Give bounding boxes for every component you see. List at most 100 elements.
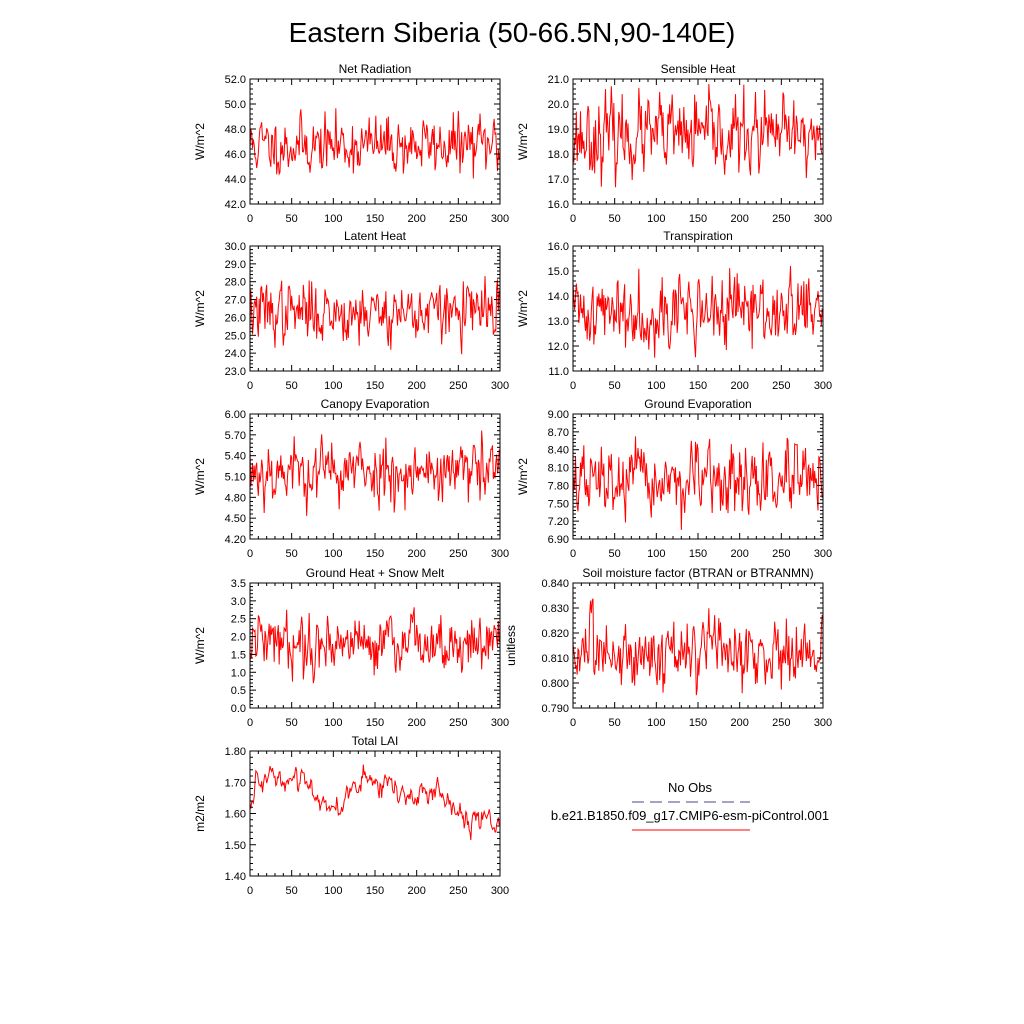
y-tick-label: 1.80 — [225, 746, 246, 758]
panel-title: Total LAI — [352, 734, 399, 748]
y-tick-label: 1.40 — [225, 871, 246, 883]
x-tick-label: 300 — [491, 717, 509, 729]
y-tick-label: 1.70 — [225, 777, 246, 789]
y-tick-label: 7.20 — [548, 516, 569, 528]
y-tick-label: 50.0 — [225, 99, 246, 111]
series-line-7-0 — [572, 598, 823, 696]
y-tick-label: 29.0 — [225, 259, 246, 271]
panel-7: 0 50 100 150 200 250 300 0.790 0.800 0.810 0.820 0.… — [504, 566, 832, 729]
legend: No Obs b.e21.B1850.f09_g17.CMIP6-esm-piC… — [551, 780, 829, 831]
y-tick-label: 3.5 — [231, 578, 246, 590]
y-axis-label: W/m^2 — [516, 458, 530, 495]
y-tick-label: 6.90 — [548, 534, 569, 546]
x-tick-label: 0 — [247, 548, 253, 560]
y-tick-label: 16.0 — [548, 241, 569, 253]
x-tick-label: 250 — [772, 213, 790, 225]
x-tick-label: 0 — [247, 885, 253, 897]
series-line-8-0 — [249, 764, 500, 841]
x-tick-label: 150 — [689, 213, 707, 225]
x-tick-label: 300 — [814, 213, 832, 225]
plot-frame — [572, 413, 824, 540]
x-tick-label: 0 — [570, 213, 576, 225]
y-tick-label: 2.5 — [231, 614, 246, 626]
y-tick-label: 18.0 — [548, 149, 569, 161]
x-tick-label: 150 — [689, 380, 707, 392]
x-tick-label: 100 — [647, 213, 665, 225]
y-axis-label: W/m^2 — [193, 458, 207, 495]
x-tick-label: 200 — [730, 213, 748, 225]
y-tick-label: 44.0 — [225, 174, 246, 186]
series-line-5-0 — [572, 436, 823, 531]
x-tick-label: 0 — [570, 380, 576, 392]
series-line-1-0 — [572, 83, 823, 188]
y-tick-label: 8.40 — [548, 445, 569, 457]
x-tick-label: 250 — [449, 380, 467, 392]
x-tick-label: 300 — [491, 213, 509, 225]
y-tick-label: 0.810 — [541, 653, 569, 665]
x-tick-label: 150 — [366, 548, 384, 560]
x-tick-label: 100 — [324, 380, 342, 392]
panel-title: Sensible Heat — [661, 62, 736, 76]
x-tick-label: 250 — [772, 717, 790, 729]
series-line-3-0 — [572, 265, 823, 358]
y-tick-label: 26.0 — [225, 312, 246, 324]
x-tick-label: 150 — [689, 548, 707, 560]
y-tick-label: 0.820 — [541, 628, 569, 640]
y-tick-label: 19.0 — [548, 124, 569, 136]
y-tick-label: 1.0 — [231, 667, 246, 679]
x-tick-label: 300 — [491, 885, 509, 897]
y-tick-label: 0.840 — [541, 578, 569, 590]
y-tick-label: 0.830 — [541, 603, 569, 615]
y-tick-label: 7.80 — [548, 480, 569, 492]
series-line-6-0 — [249, 607, 500, 684]
panel-title: Transpiration — [663, 229, 733, 243]
x-tick-label: 150 — [689, 717, 707, 729]
x-tick-label: 150 — [366, 885, 384, 897]
y-tick-label: 16.0 — [548, 199, 569, 211]
x-tick-label: 50 — [286, 717, 298, 729]
y-tick-label: 2.0 — [231, 632, 246, 644]
y-tick-label: 48.0 — [225, 124, 246, 136]
x-tick-label: 250 — [772, 380, 790, 392]
y-tick-label: 28.0 — [225, 277, 246, 289]
y-tick-label: 5.10 — [225, 472, 246, 484]
y-tick-label: 7.50 — [548, 498, 569, 510]
y-tick-label: 8.10 — [548, 463, 569, 475]
x-tick-label: 200 — [730, 380, 748, 392]
y-tick-label: 4.20 — [225, 534, 246, 546]
x-tick-label: 100 — [324, 548, 342, 560]
panel-title: Net Radiation — [339, 62, 412, 76]
x-tick-label: 300 — [814, 548, 832, 560]
y-tick-label: 46.0 — [225, 149, 246, 161]
y-tick-label: 25.0 — [225, 330, 246, 342]
y-axis-label: W/m^2 — [193, 290, 207, 327]
x-tick-label: 150 — [366, 380, 384, 392]
x-tick-label: 0 — [570, 717, 576, 729]
y-tick-label: 0.790 — [541, 703, 569, 715]
plot-frame — [572, 245, 824, 372]
x-tick-label: 250 — [449, 213, 467, 225]
y-tick-label: 8.70 — [548, 427, 569, 439]
x-tick-label: 200 — [407, 548, 425, 560]
panel-title: Ground Heat + Snow Melt — [306, 566, 445, 580]
panel-1: 0 50 100 150 200 250 300 16.0 17.0 18.0 19.0 20.0 21… — [516, 62, 832, 225]
x-tick-label: 100 — [324, 885, 342, 897]
y-tick-label: 42.0 — [225, 199, 246, 211]
x-tick-label: 100 — [324, 213, 342, 225]
x-tick-label: 200 — [407, 885, 425, 897]
x-tick-label: 200 — [407, 717, 425, 729]
y-axis-label: W/m^2 — [516, 290, 530, 327]
x-tick-label: 100 — [647, 717, 665, 729]
y-tick-label: 4.80 — [225, 492, 246, 504]
x-tick-label: 50 — [609, 548, 621, 560]
y-axis-label: m2/m2 — [193, 795, 207, 832]
y-tick-label: 4.50 — [225, 513, 246, 525]
y-tick-label: 1.5 — [231, 649, 246, 661]
series-line-4-0 — [249, 430, 500, 516]
panel-5: 0 50 100 150 200 250 300 6.90 7.20 7.50 7.80 8.10 8.… — [516, 397, 832, 560]
x-tick-label: 250 — [449, 717, 467, 729]
y-axis-label: unitless — [504, 625, 518, 666]
y-tick-label: 5.70 — [225, 430, 246, 442]
x-tick-label: 100 — [324, 717, 342, 729]
